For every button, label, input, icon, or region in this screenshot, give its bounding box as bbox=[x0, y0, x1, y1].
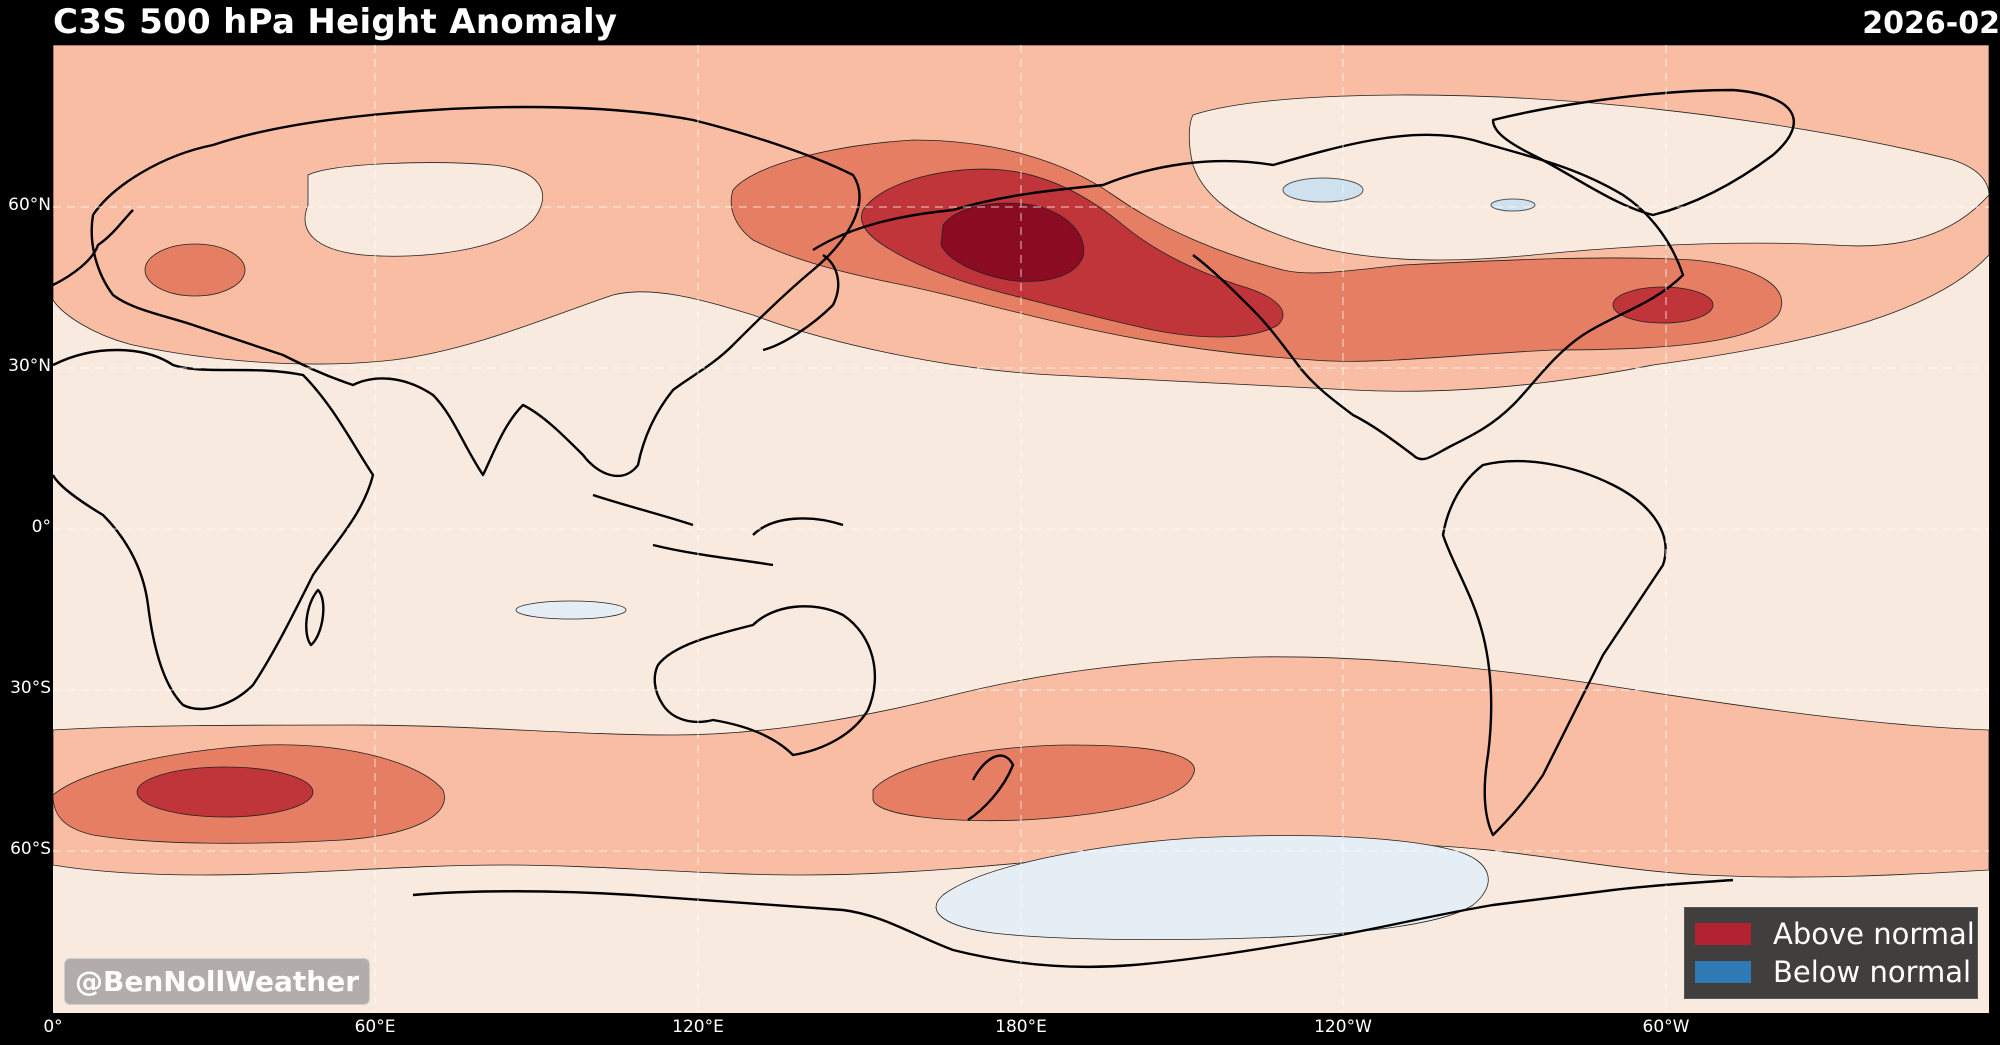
lake-hudson-region bbox=[1490, 198, 1536, 212]
coastline-greenland bbox=[1491, 88, 1795, 217]
positive-anomaly-contour-4-pacific bbox=[940, 202, 1085, 282]
lon-label-120w: 120°W bbox=[1314, 1017, 1372, 1037]
map-canvas bbox=[53, 45, 1989, 1013]
lon-label-120e: 120°E bbox=[672, 1017, 724, 1037]
lat-label-30n: 30°N bbox=[8, 356, 51, 376]
legend: Above normal Below normal bbox=[1684, 907, 1978, 999]
lon-label-60e: 60°E bbox=[354, 1017, 396, 1037]
positive-anomaly-contour-3-atlantic bbox=[1612, 286, 1714, 324]
positive-anomaly-contour-2-europe bbox=[144, 243, 246, 297]
coastline-maritime-asia bbox=[592, 493, 844, 567]
coastline-africa bbox=[53, 348, 375, 711]
map-title: C3S 500 hPa Height Anomaly bbox=[53, 2, 618, 42]
legend-label-above: Above normal bbox=[1773, 917, 1975, 951]
coastline-japan bbox=[762, 254, 840, 352]
positive-anomaly-contour-2-south-pacific bbox=[872, 744, 1195, 822]
lon-label-180: 180°E bbox=[995, 1017, 1047, 1037]
lake-great-lakes-north bbox=[1282, 177, 1364, 203]
credit-badge: @BenNollWeather bbox=[64, 958, 371, 1005]
coastline-australia bbox=[653, 605, 876, 757]
legend-item-above: Above normal bbox=[1695, 916, 1975, 952]
graticule bbox=[53, 45, 1989, 1013]
negative-anomaly-contour-antarctic bbox=[935, 835, 1489, 940]
legend-label-below: Below normal bbox=[1773, 955, 1972, 989]
legend-swatch-above bbox=[1695, 923, 1751, 945]
coastline-antarctica bbox=[412, 878, 1734, 969]
coastline-europe-west bbox=[53, 209, 134, 287]
coastline-south-america bbox=[1441, 459, 1667, 837]
coastline-north-america bbox=[812, 133, 1685, 461]
positive-anomaly-contour-3-south-indian bbox=[136, 766, 314, 818]
forecast-date: 2026-02 bbox=[1862, 6, 2000, 41]
lon-label-60w: 60°W bbox=[1642, 1017, 1690, 1037]
lat-label-30s: 30°S bbox=[10, 678, 51, 698]
coastlines bbox=[53, 88, 1795, 969]
neutral-patch-siberia bbox=[304, 162, 543, 257]
coastline-new-zealand bbox=[967, 754, 1015, 821]
lakes bbox=[1282, 177, 1536, 212]
lat-label-60s: 60°S bbox=[10, 839, 51, 859]
anomaly-map bbox=[53, 45, 1989, 1013]
legend-item-below: Below normal bbox=[1695, 954, 1971, 990]
negative-anomaly-contour-indian-ocean bbox=[515, 600, 627, 620]
legend-swatch-below bbox=[1695, 961, 1751, 983]
coastline-eurasia bbox=[90, 105, 861, 477]
lat-label-60n: 60°N bbox=[8, 195, 51, 215]
lat-label-equator: 0° bbox=[31, 517, 51, 537]
lon-label-0: 0° bbox=[43, 1017, 63, 1037]
coastline-madagascar bbox=[305, 588, 325, 647]
